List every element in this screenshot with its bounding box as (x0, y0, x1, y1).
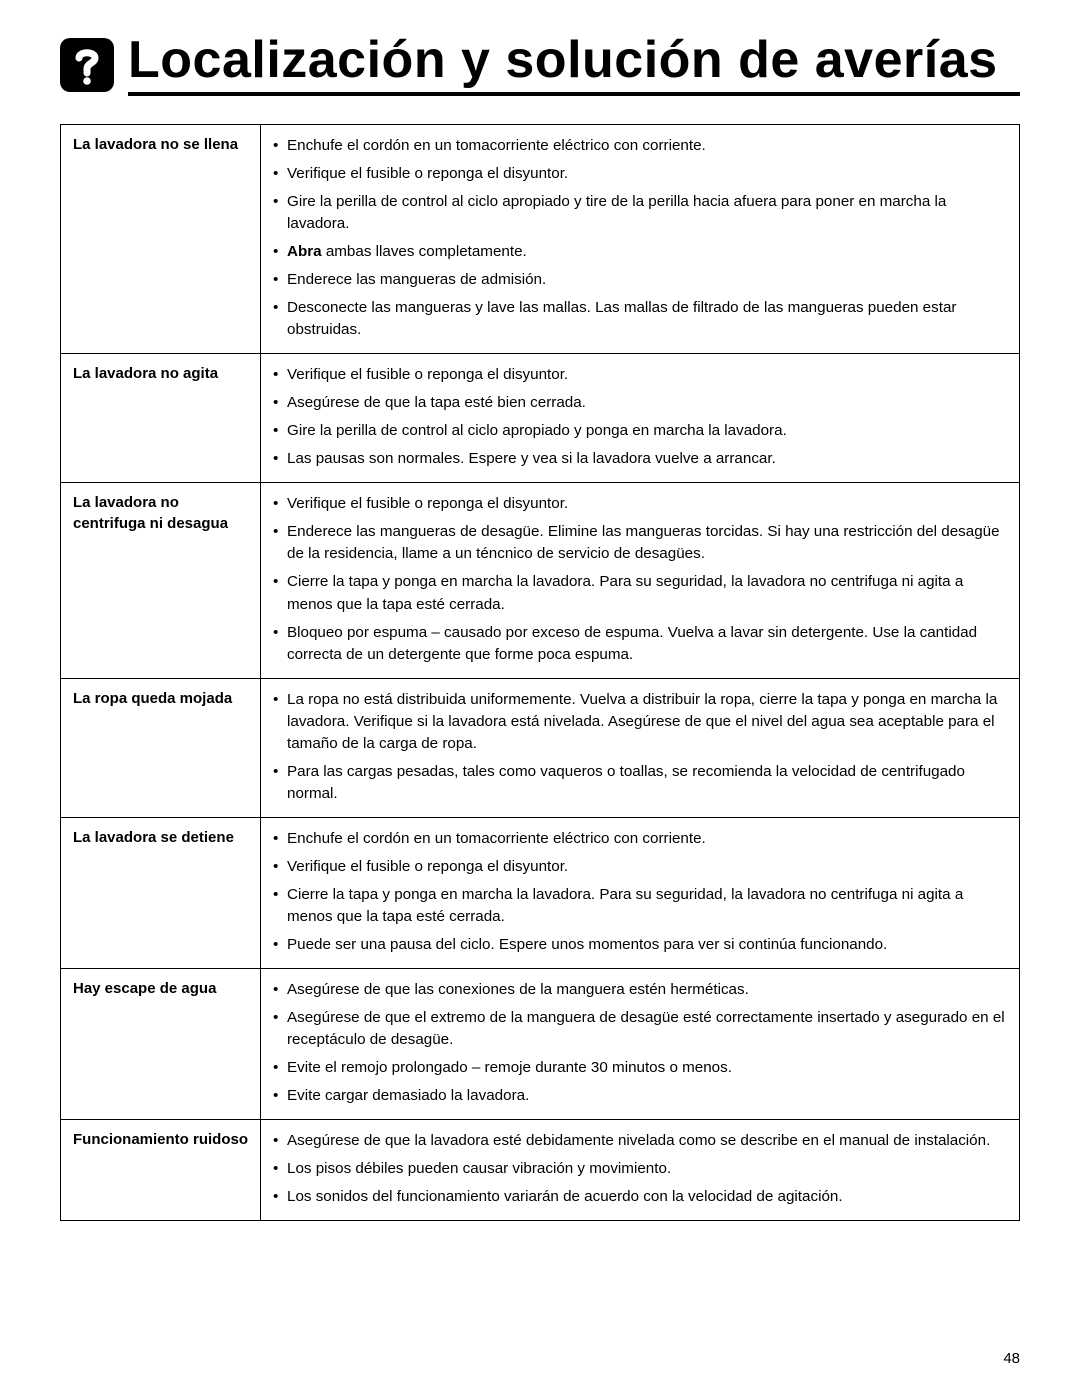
solution-item: Evite cargar demasiado la lavadora. (273, 1085, 1007, 1107)
solution-list: Enchufe el cordón en un tomacorriente el… (273, 135, 1007, 341)
solution-item: Asegúrese de que el extremo de la mangue… (273, 1007, 1007, 1051)
solution-item: Las pausas son normales. Espere y vea si… (273, 448, 1007, 470)
solution-list: Asegúrese de que la lavadora esté debida… (273, 1130, 1007, 1208)
solution-item: Cierre la tapa y ponga en marcha la lava… (273, 571, 1007, 615)
question-mark-icon (60, 38, 114, 92)
solution-item: Asegúrese de que las conexiones de la ma… (273, 979, 1007, 1001)
solution-list: Verifique el fusible o reponga el disyun… (273, 364, 1007, 470)
problem-cell: Hay escape de agua (61, 968, 261, 1119)
table-row: La lavadora no centrifuga ni desagua Veri… (61, 483, 1020, 678)
table-row: La lavadora no agita Verifique el fusible… (61, 354, 1020, 483)
page-heading: Localización y solución de averías (60, 34, 1020, 96)
solution-item: Gire la perilla de control al ciclo apro… (273, 191, 1007, 235)
solution-item: Puede ser una pausa del ciclo. Espere un… (273, 934, 1007, 956)
problem-cell: La lavadora no se llena (61, 125, 261, 354)
solution-cell: Enchufe el cordón en un tomacorriente el… (261, 817, 1020, 968)
solution-item: Asegúrese de que la tapa esté bien cerra… (273, 392, 1007, 414)
solution-item: La ropa no está distribuida uniformement… (273, 689, 1007, 755)
troubleshoot-table: La lavadora no se llena Enchufe el cordón… (60, 124, 1020, 1221)
solution-item: Abra ambas llaves completamente. (273, 241, 1007, 263)
problem-cell: La lavadora no centrifuga ni desagua (61, 483, 261, 678)
table-row: La lavadora se detiene Enchufe el cordón … (61, 817, 1020, 968)
table-row: Funcionamiento ruidoso Asegúrese de que l… (61, 1120, 1020, 1221)
solution-item: Verifique el fusible o reponga el disyun… (273, 364, 1007, 386)
solution-item: Cierre la tapa y ponga en marcha la lava… (273, 884, 1007, 928)
solution-cell: Asegúrese de que las conexiones de la ma… (261, 968, 1020, 1119)
table-row: Hay escape de agua Asegúrese de que las c… (61, 968, 1020, 1119)
table-row: La lavadora no se llena Enchufe el cordón… (61, 125, 1020, 354)
solution-item: Verifique el fusible o reponga el disyun… (273, 856, 1007, 878)
solution-item: Bloqueo por espuma – causado por exceso … (273, 622, 1007, 666)
problem-cell: La ropa queda mojada (61, 678, 261, 817)
problem-cell: La lavadora se detiene (61, 817, 261, 968)
solution-item: Los pisos débiles pueden causar vibració… (273, 1158, 1007, 1180)
problem-cell: La lavadora no agita (61, 354, 261, 483)
solution-item: Asegúrese de que la lavadora esté debida… (273, 1130, 1007, 1152)
solution-cell: Asegúrese de que la lavadora esté debida… (261, 1120, 1020, 1221)
item-text: ambas llaves completamente. (322, 243, 527, 260)
solution-item: Enchufe el cordón en un tomacorriente el… (273, 828, 1007, 850)
solution-item: Enchufe el cordón en un tomacorriente el… (273, 135, 1007, 157)
solution-item: Verifique el fusible o reponga el disyun… (273, 163, 1007, 185)
solution-item: Para las cargas pesadas, tales como vaqu… (273, 761, 1007, 805)
solution-item: Desconecte las mangueras y lave las mall… (273, 297, 1007, 341)
bold-text: Abra (287, 243, 322, 260)
solution-cell: La ropa no está distribuida uniformement… (261, 678, 1020, 817)
page-title: Localización y solución de averías (128, 34, 1020, 88)
solution-cell: Verifique el fusible o reponga el disyun… (261, 483, 1020, 678)
title-rule (128, 92, 1020, 96)
solution-cell: Verifique el fusible o reponga el disyun… (261, 354, 1020, 483)
solution-list: La ropa no está distribuida uniformement… (273, 689, 1007, 805)
solution-item: Verifique el fusible o reponga el disyun… (273, 493, 1007, 515)
solution-cell: Enchufe el cordón en un tomacorriente el… (261, 125, 1020, 354)
page-number: 48 (1003, 1350, 1020, 1367)
solution-item: Enderece las mangueras de desagüe. Elimi… (273, 521, 1007, 565)
solution-list: Asegúrese de que las conexiones de la ma… (273, 979, 1007, 1107)
table-row: La ropa queda mojadaLa ropa no está dist… (61, 678, 1020, 817)
solution-list: Verifique el fusible o reponga el disyun… (273, 493, 1007, 665)
solution-item: Evite el remojo prolongado – remoje dura… (273, 1057, 1007, 1079)
problem-cell: Funcionamiento ruidoso (61, 1120, 261, 1221)
solution-item: Los sonidos del funcionamiento variarán … (273, 1186, 1007, 1208)
solution-item: Enderece las mangueras de admisión. (273, 269, 1007, 291)
solution-item: Gire la perilla de control al ciclo apro… (273, 420, 1007, 442)
solution-list: Enchufe el cordón en un tomacorriente el… (273, 828, 1007, 956)
